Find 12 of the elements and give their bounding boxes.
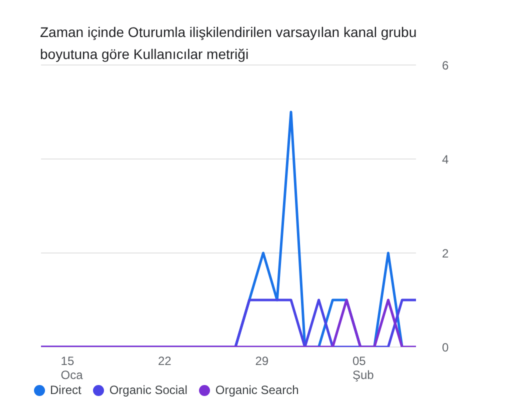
y-tick-label: 4 (442, 152, 449, 166)
legend-label: Direct (50, 383, 82, 397)
legend-label: Organic Social (109, 383, 188, 397)
legend-label: Organic Search (215, 383, 299, 397)
x-tick-label: 29 (255, 354, 269, 368)
y-tick-label: 6 (442, 58, 449, 72)
y-tick-label: 2 (442, 246, 449, 260)
x-tick-label: 15 Oca (60, 354, 84, 382)
x-tick-label: 22 (158, 354, 172, 368)
x-tick-label: 05 Şub (352, 354, 374, 382)
chart-title: Zaman içinde Oturumla ilişkilendirilen varsayılan kanal grubu boyutuna göre Kullanıcılar metriği (40, 23, 418, 64)
y-tick-label: 0 (442, 340, 449, 354)
